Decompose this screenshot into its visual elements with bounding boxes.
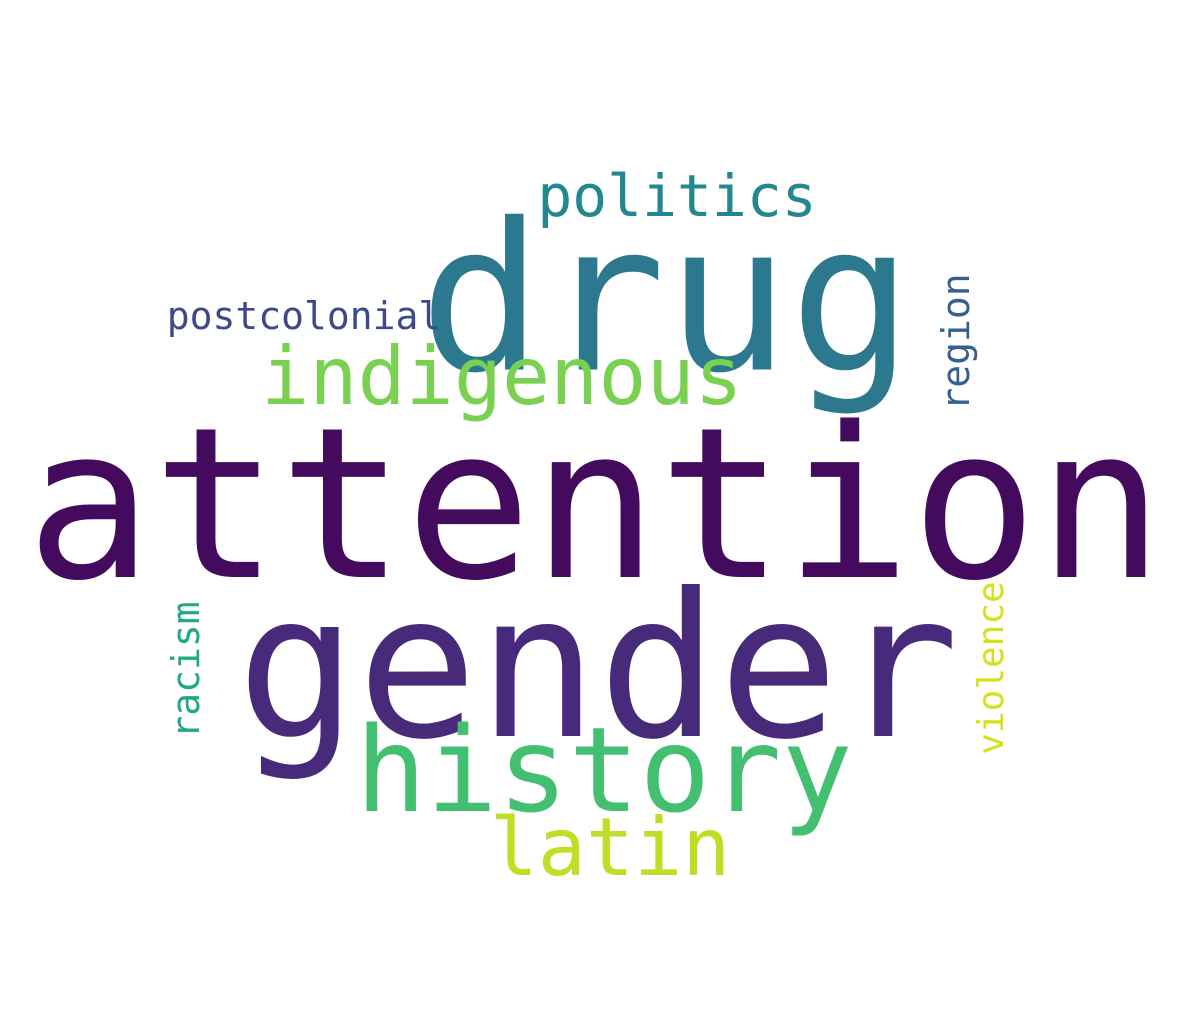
word-racism: racism <box>164 601 208 739</box>
word-region: region <box>934 273 978 411</box>
word-drug: drug <box>419 180 913 419</box>
word-gender: gender <box>236 551 960 784</box>
word-politics: politics <box>537 162 817 230</box>
word-latin: latin <box>489 801 731 894</box>
word-history: history <box>355 701 853 839</box>
word-postcolonial: postcolonial <box>166 294 442 338</box>
word-attention: attention <box>26 382 1164 627</box>
word-indigenous: indigenous <box>261 330 743 423</box>
word-violence: violence <box>971 581 1012 755</box>
